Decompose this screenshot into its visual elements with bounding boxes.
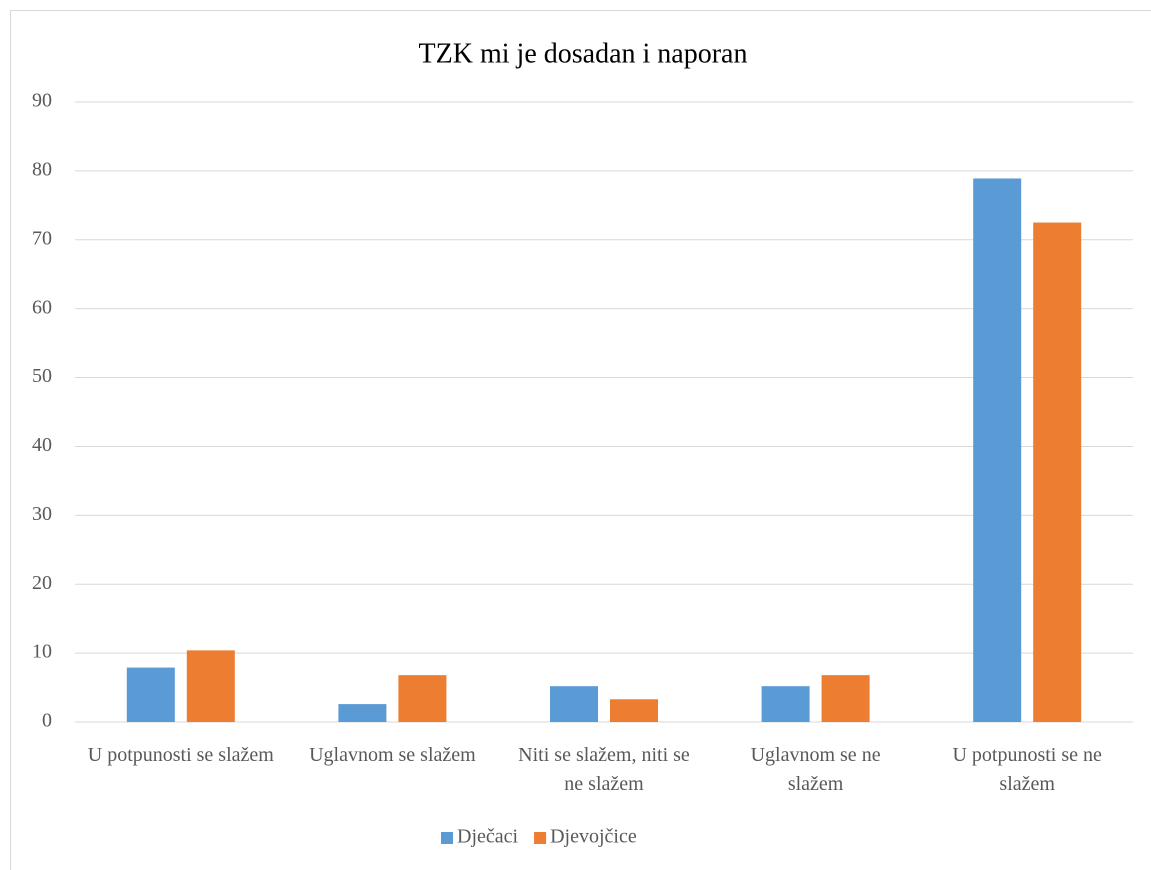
chart-border	[10, 10, 1151, 870]
bar	[550, 686, 598, 722]
y-tick-label: 20	[32, 572, 52, 594]
y-tick-label: 70	[32, 227, 52, 249]
bar	[186, 650, 235, 722]
y-tick-label: 50	[32, 365, 52, 387]
y-tick-label: 10	[32, 641, 52, 663]
x-tick-label: Uglavnom se ne slažem	[750, 744, 881, 795]
y-tick-label: 40	[32, 434, 52, 456]
bar	[1033, 222, 1082, 723]
y-tick-label: 80	[32, 158, 52, 180]
y-tick-label: 0	[42, 710, 52, 732]
bar	[610, 699, 658, 722]
bar	[973, 178, 1022, 722]
legend-swatch	[534, 832, 547, 844]
y-tick-label: 60	[32, 296, 52, 318]
bar	[338, 704, 387, 722]
legend-label: Dječaci	[457, 826, 519, 848]
legend-label: Djevojčice	[550, 826, 637, 848]
x-tick-label: U potpunosti se slažem	[87, 744, 274, 766]
bar	[761, 686, 810, 722]
y-tick-label: 90	[32, 90, 52, 112]
bar	[126, 667, 175, 722]
chart-title: TZK mi je dosadan i naporan	[419, 38, 748, 69]
x-tick-label: Niti se slažem, niti se ne slažem	[518, 744, 690, 795]
legend-swatch	[441, 832, 453, 844]
bar	[398, 675, 447, 722]
x-tick-label: U potpunosti se ne slažem	[952, 744, 1102, 795]
bar	[821, 675, 870, 722]
y-tick-label: 30	[32, 503, 52, 525]
x-tick-label: Uglavnom se slažem	[309, 744, 476, 766]
